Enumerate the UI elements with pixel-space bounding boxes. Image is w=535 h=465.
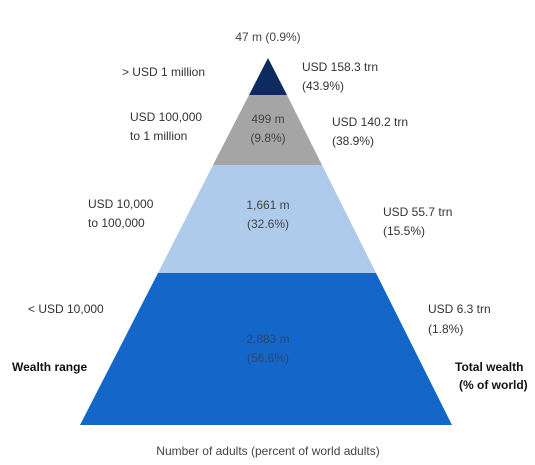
wealth-label: USD 158.3 trn bbox=[302, 60, 378, 74]
range-label: < USD 10,000 bbox=[28, 302, 104, 316]
range-label: USD 100,000 bbox=[130, 110, 202, 124]
tier-top bbox=[249, 58, 287, 95]
wealth-share: (15.5%) bbox=[383, 224, 425, 238]
wealth-share: (38.9%) bbox=[332, 134, 374, 148]
x-label: Number of adults (percent of world adult… bbox=[156, 444, 379, 458]
right-heading: Total wealth bbox=[455, 360, 523, 374]
wealth-label: USD 55.7 trn bbox=[383, 205, 452, 219]
tier-3 bbox=[158, 165, 376, 273]
adults-label: 2,883 m bbox=[246, 332, 289, 346]
range-label: to 100,000 bbox=[88, 216, 145, 230]
adults-share: (32.6%) bbox=[247, 217, 289, 231]
right-heading: (% of world) bbox=[459, 378, 528, 392]
wealth-share: (43.9%) bbox=[302, 79, 344, 93]
wealth-label: USD 140.2 trn bbox=[332, 115, 408, 129]
adults-label: 47 m (0.9%) bbox=[235, 30, 300, 44]
adults-label: 499 m bbox=[251, 112, 284, 126]
range-label: > USD 1 million bbox=[122, 65, 205, 79]
wealth-share: (1.8%) bbox=[428, 322, 463, 336]
wealth-label: USD 6.3 trn bbox=[428, 302, 491, 316]
adults-share: (56.6%) bbox=[247, 351, 289, 365]
adults-share: (9.8%) bbox=[250, 131, 285, 145]
tier-bottom bbox=[80, 273, 452, 425]
adults-label: 1,661 m bbox=[246, 198, 289, 212]
tier-2 bbox=[213, 95, 322, 165]
left-heading: Wealth range bbox=[12, 360, 87, 374]
range-label: to 1 million bbox=[130, 129, 187, 143]
range-label: USD 10,000 bbox=[88, 197, 154, 211]
